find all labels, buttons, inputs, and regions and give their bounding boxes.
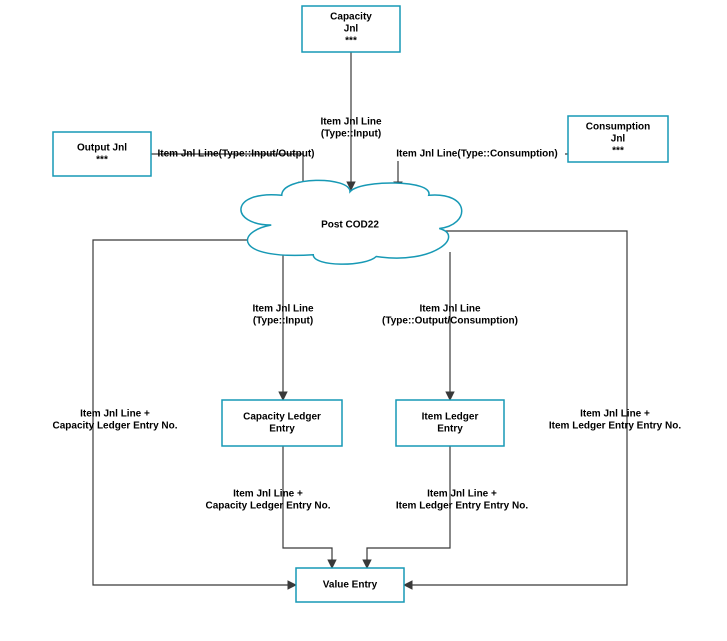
edge-cloud_to_capledger-label-line-0: Item Jnl Line xyxy=(252,304,314,315)
node-capacity_jnl-label-line-1: Jnl xyxy=(344,24,359,35)
edge-cloud_to_itemledger-label-line-0: Item Jnl Line xyxy=(419,304,481,315)
edge-capledger_to_value-label-line-1: Capacity Ledger Entry No. xyxy=(205,501,330,512)
node-post_cod22-label-line-0: Post COD22 xyxy=(321,220,379,231)
node-item_ledger-label-line-0: Item Ledger xyxy=(422,412,479,423)
node-consumption_jnl-label-line-2: *** xyxy=(612,146,624,157)
edge-output_to_cloud-label-line-0: Item Jnl Line(Type::Input/Output) xyxy=(157,149,314,160)
node-capacity_ledger-label-line-1: Entry xyxy=(269,424,295,435)
nodes-layer xyxy=(53,6,668,602)
node-consumption_jnl-label-line-0: Consumption xyxy=(586,122,650,133)
edge-cloud_to_value_right-label-line-1: Item Ledger Entry Entry No. xyxy=(549,421,681,432)
node-capacity_jnl-label-line-0: Capacity xyxy=(330,12,372,23)
node-capacity_ledger-label-line-0: Capacity Ledger xyxy=(243,412,321,423)
edge-cloud_to_value_right-label-line-0: Item Jnl Line + xyxy=(580,409,650,420)
node-capacity_jnl-label-line-2: *** xyxy=(345,36,357,47)
edge-cloud_to_itemledger-label-line-1: (Type::Output/Consumption) xyxy=(382,316,518,327)
node-output_jnl-label-line-1: *** xyxy=(96,155,108,166)
edge-itemledger_to_value-label-line-0: Item Jnl Line + xyxy=(427,489,497,500)
node-item_ledger-label-line-1: Entry xyxy=(437,424,463,435)
edge-capledger_to_value-label-line-0: Item Jnl Line + xyxy=(233,489,303,500)
node-output_jnl-label-line-0: Output Jnl xyxy=(77,143,127,154)
edge-cap_to_cloud-label-line-1: (Type::Input) xyxy=(321,129,381,140)
edge-cloud_to_capledger-label-line-1: (Type::Input) xyxy=(253,316,313,327)
edge-cloud_to_value_left-label-line-1: Capacity Ledger Entry No. xyxy=(52,421,177,432)
edge-cloud_to_value_left-label-line-0: Item Jnl Line + xyxy=(80,409,150,420)
edge-itemledger_to_value-label-line-1: Item Ledger Entry Entry No. xyxy=(396,501,528,512)
node-value_entry-label-line-0: Value Entry xyxy=(323,580,378,591)
edge-consumption_to_cloud-label-line-0: Item Jnl Line(Type::Consumption) xyxy=(396,149,557,160)
node-consumption_jnl-label-line-1: Jnl xyxy=(611,134,626,145)
edge-cap_to_cloud-label-line-0: Item Jnl Line xyxy=(320,117,382,128)
